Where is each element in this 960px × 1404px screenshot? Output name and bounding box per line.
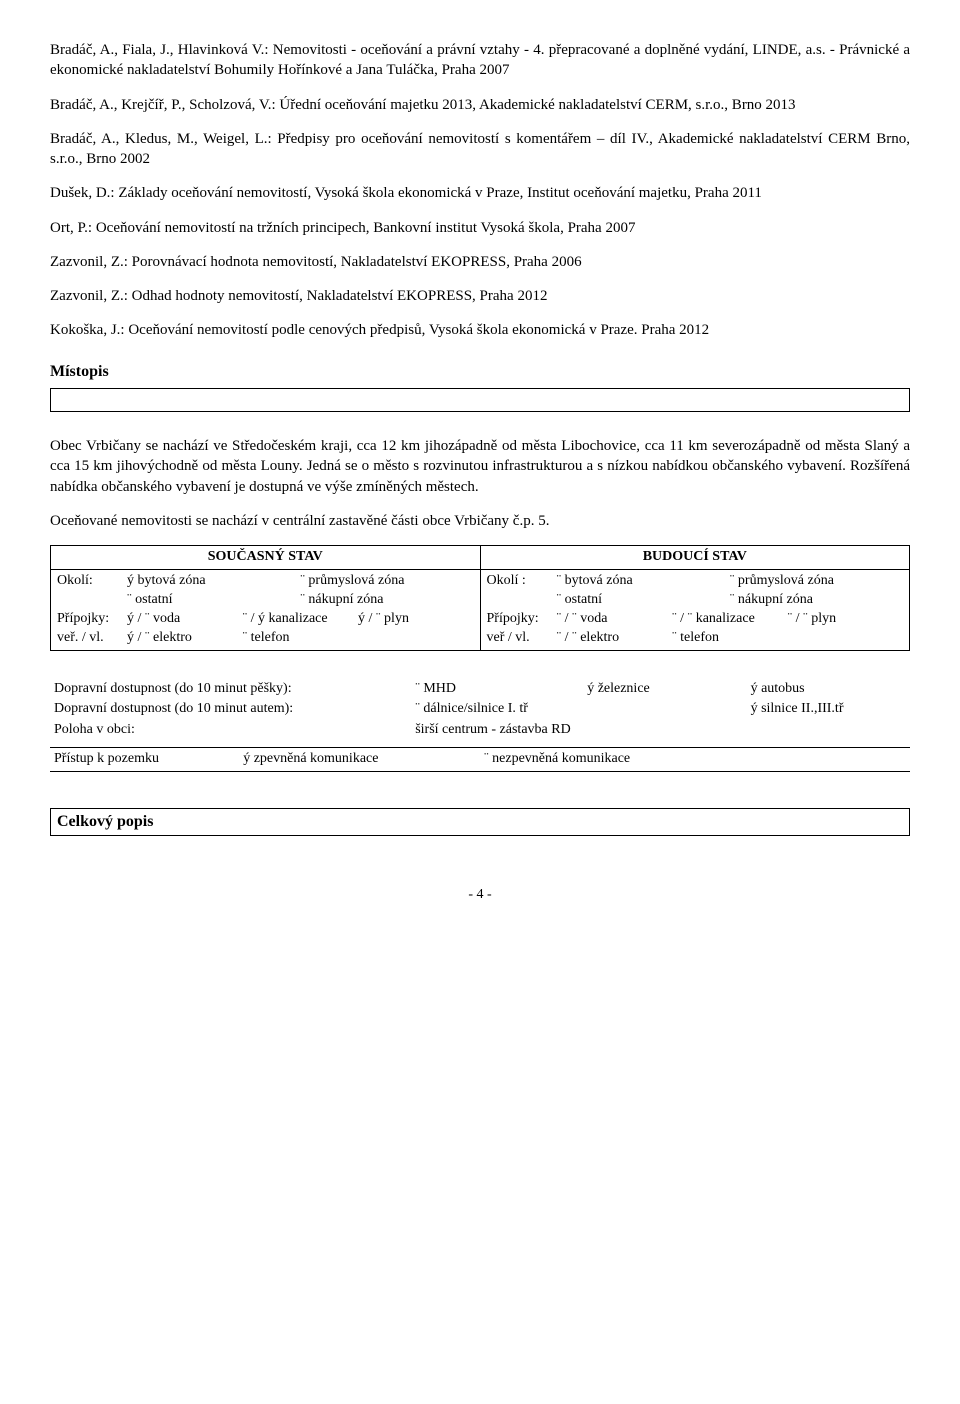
pripojky-label: Přípojky:	[57, 610, 127, 629]
celkovy-popis-heading: Celkový popis	[50, 808, 910, 836]
reference-item: Bradáč, A., Kledus, M., Weigel, L.: Před…	[50, 129, 910, 170]
reference-item: Dušek, D.: Základy oceňování nemovitostí…	[50, 183, 910, 203]
status-left-cell: Okolí: ý bytová zóna ¨ průmyslová zóna ¨…	[51, 569, 481, 650]
transport-opt: ý silnice II.,III.tř	[747, 699, 910, 720]
elektro-opt: ¨ / ¨ elektro	[557, 629, 673, 648]
okoli-opt: ¨ ostatní	[127, 591, 300, 610]
reference-item: Zazvonil, Z.: Porovnávací hodnota nemovi…	[50, 252, 910, 272]
pripojky-opt: ¨ / ¨ plyn	[788, 610, 904, 629]
reference-item: Ort, P.: Oceňování nemovitostí na tržníc…	[50, 218, 910, 238]
status-head-future: BUDOUCÍ STAV	[480, 546, 910, 570]
transport-opt: ý autobus	[747, 679, 910, 700]
reference-item: Bradáč, A., Fiala, J., Hlavinková V.: Ne…	[50, 40, 910, 81]
poloha-label: Poloha v obci:	[50, 720, 411, 741]
page-number: - 4 -	[50, 886, 910, 905]
transport-label: Dopravní dostupnost (do 10 minut pěšky):	[50, 679, 411, 700]
transport-label: Dopravní dostupnost (do 10 minut autem):	[50, 699, 411, 720]
pripojky-opt: ¨ / ý kanalizace	[243, 610, 359, 629]
okoli-opt: ¨ průmyslová zóna	[300, 572, 473, 591]
reference-item: Zazvonil, Z.: Odhad hodnoty nemovitostí,…	[50, 286, 910, 306]
mistopis-empty-box	[50, 388, 910, 412]
transport-opt: ý železnice	[583, 679, 746, 700]
status-table: SOUČASNÝ STAV BUDOUCÍ STAV Okolí: ý byto…	[50, 545, 910, 650]
ver-label: veř. / vl.	[57, 629, 127, 648]
access-label: Přístup k pozemku	[50, 748, 239, 772]
transport-table: Dopravní dostupnost (do 10 minut pěšky):…	[50, 679, 910, 742]
telefon-opt: ¨ telefon	[672, 629, 903, 648]
mistopis-heading: Místopis	[50, 361, 910, 383]
okoli-opt: ý bytová zóna	[127, 572, 300, 591]
okoli-label: Okolí:	[57, 572, 127, 591]
mistopis-paragraph: Oceňované nemovitosti se nachází v centr…	[50, 511, 910, 531]
okoli-opt: ¨ nákupní zóna	[300, 591, 473, 610]
mistopis-paragraph: Obec Vrbičany se nachází ve Středočeském…	[50, 436, 910, 497]
access-table: Přístup k pozemku ý zpevněná komunikace …	[50, 747, 910, 772]
pripojky-label: Přípojky:	[487, 610, 557, 629]
access-opt: ¨ nezpevněná komunikace	[480, 748, 910, 772]
status-head-current: SOUČASNÝ STAV	[51, 546, 481, 570]
pripojky-opt: ¨ / ¨ kanalizace	[672, 610, 788, 629]
okoli-opt: ¨ nákupní zóna	[730, 591, 903, 610]
telefon-opt: ¨ telefon	[243, 629, 474, 648]
okoli-opt: ¨ bytová zóna	[557, 572, 730, 591]
access-opt: ý zpevněná komunikace	[239, 748, 480, 772]
transport-opt: ¨ dálnice/silnice I. tř	[411, 699, 746, 720]
pripojky-opt: ý / ¨ voda	[127, 610, 243, 629]
status-right-cell: Okolí : ¨ bytová zóna ¨ průmyslová zóna …	[480, 569, 910, 650]
okoli-opt: ¨ ostatní	[557, 591, 730, 610]
elektro-opt: ý / ¨ elektro	[127, 629, 243, 648]
poloha-value: širší centrum - zástavba RD	[411, 720, 910, 741]
okoli-opt: ¨ průmyslová zóna	[730, 572, 903, 591]
reference-item: Bradáč, A., Krejčíř, P., Scholzová, V.: …	[50, 95, 910, 115]
pripojky-opt: ¨ / ¨ voda	[557, 610, 673, 629]
reference-item: Kokoška, J.: Oceňování nemovitostí podle…	[50, 320, 910, 340]
pripojky-opt: ý / ¨ plyn	[358, 610, 474, 629]
ver-label: veř / vl.	[487, 629, 557, 648]
okoli-label: Okolí :	[487, 572, 557, 591]
transport-opt: ¨ MHD	[411, 679, 583, 700]
